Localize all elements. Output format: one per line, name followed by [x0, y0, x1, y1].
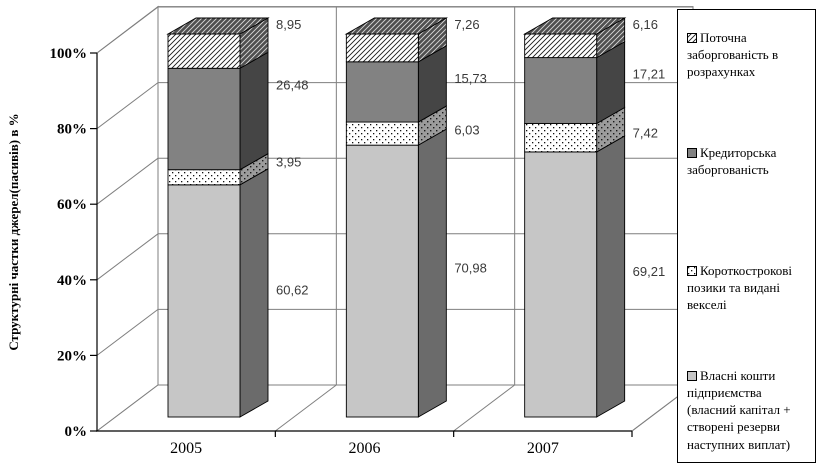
floor-depth-line — [453, 384, 515, 432]
bar-segment — [167, 169, 241, 186]
category-label: 2006 — [349, 440, 381, 457]
tick-depth-line — [96, 6, 159, 54]
bar-group-2006 — [344, 17, 449, 418]
value-label: 8,95 — [276, 17, 301, 32]
y-tick-label: 20% — [57, 348, 87, 364]
value-label: 7,26 — [454, 17, 479, 32]
bar-segment — [524, 123, 598, 153]
legend-item-label: Короткострокові позики та видані векселі — [687, 263, 793, 313]
value-label: 60,62 — [276, 282, 309, 297]
tick-depth-line — [96, 82, 159, 129]
legend-swatch-solid-light — [687, 371, 697, 381]
legend-item-label: Поточна заборгованість в розрахунках — [687, 30, 779, 80]
bar-group-2005 — [166, 17, 270, 418]
bar-segment — [524, 57, 598, 124]
left-wall — [96, 5, 159, 433]
bars — [166, 17, 627, 418]
value-label: 3,95 — [276, 155, 301, 170]
value-label: 15,73 — [454, 71, 487, 86]
bar-segment — [167, 184, 241, 418]
value-label: 26,48 — [276, 77, 309, 92]
tick-depth-line — [96, 157, 159, 205]
legend-item-label: Власні кошти підприємства (власний капіт… — [687, 368, 791, 452]
legend-item: Власні кошти підприємства (власний капіт… — [687, 367, 809, 453]
legend-item: Короткострокові позики та видані векселі — [687, 262, 809, 313]
legend-swatch-solid-dark — [687, 148, 697, 158]
bar-segment-side — [239, 51, 269, 171]
bar-top-face — [522, 17, 627, 35]
bar-segment — [345, 144, 419, 418]
legend-swatch-dots — [687, 266, 697, 276]
bar-segment-side — [417, 128, 447, 418]
bar-top-face — [344, 17, 449, 35]
tick-depth-line — [96, 233, 159, 281]
y-axis-title: Структурні частки джерел(пасивів) в % — [6, 113, 21, 351]
value-label: 6,16 — [633, 17, 658, 32]
axes: 0% 20% 40% 60% 80% 100% 2005 2006 2007 — [50, 46, 633, 457]
bar-segment — [524, 151, 598, 418]
y-tick-label: 40% — [57, 273, 87, 289]
legend-swatch-hatch — [687, 33, 697, 43]
bar-segment — [345, 33, 419, 63]
bar-segment-side — [596, 135, 626, 418]
value-label: 69,21 — [633, 264, 666, 279]
y-tick-label: 80% — [57, 122, 87, 138]
value-label: 6,03 — [454, 122, 479, 137]
legend-item-label: Кредиторська заборгованість — [687, 145, 777, 178]
tick-depth-line — [96, 309, 159, 356]
legend-item: Поточна заборгованість в розрахунках — [687, 29, 809, 80]
legend: Поточна заборгованість в розрахунках Кред… — [677, 9, 816, 463]
bar-top-face — [166, 17, 270, 35]
y-tick-label: 0% — [65, 424, 88, 440]
legend-item: Кредиторська заборгованість — [687, 144, 809, 178]
category-label: 2007 — [527, 440, 559, 457]
floor-depth-line — [275, 384, 337, 432]
bar-segment — [345, 61, 419, 123]
labels: 60,62 3,95 26,48 8,95 70,98 6,03 15,73 7,26 69,2… — [276, 17, 665, 297]
bar-segment — [345, 121, 419, 146]
value-label: 7,42 — [633, 126, 658, 141]
bar-group-2007 — [522, 17, 627, 418]
category-label: 2005 — [170, 440, 202, 457]
bar-segment-side — [239, 168, 269, 418]
bar-segment — [167, 33, 241, 69]
y-tick-label: 60% — [57, 197, 87, 213]
bar-segment — [524, 33, 598, 59]
value-label: 70,98 — [454, 260, 487, 275]
value-label: 17,21 — [633, 67, 666, 82]
bar-segment — [167, 67, 241, 171]
y-tick-label: 100% — [50, 46, 88, 62]
